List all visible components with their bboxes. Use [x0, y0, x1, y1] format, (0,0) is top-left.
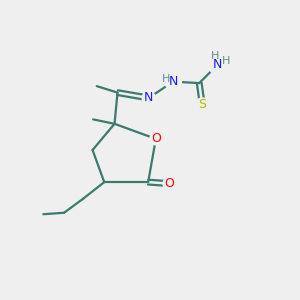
- Text: O: O: [151, 132, 161, 146]
- Circle shape: [163, 177, 176, 190]
- Circle shape: [165, 73, 182, 90]
- Text: N: N: [144, 92, 153, 104]
- Text: N: N: [168, 75, 178, 88]
- Circle shape: [142, 92, 155, 104]
- Text: H: H: [221, 56, 230, 66]
- Text: H: H: [211, 51, 220, 61]
- Text: O: O: [165, 177, 175, 190]
- Text: S: S: [198, 98, 206, 111]
- Circle shape: [208, 55, 227, 74]
- Circle shape: [150, 133, 162, 145]
- Text: N: N: [213, 58, 222, 71]
- Circle shape: [196, 98, 209, 111]
- Text: H: H: [162, 74, 171, 84]
